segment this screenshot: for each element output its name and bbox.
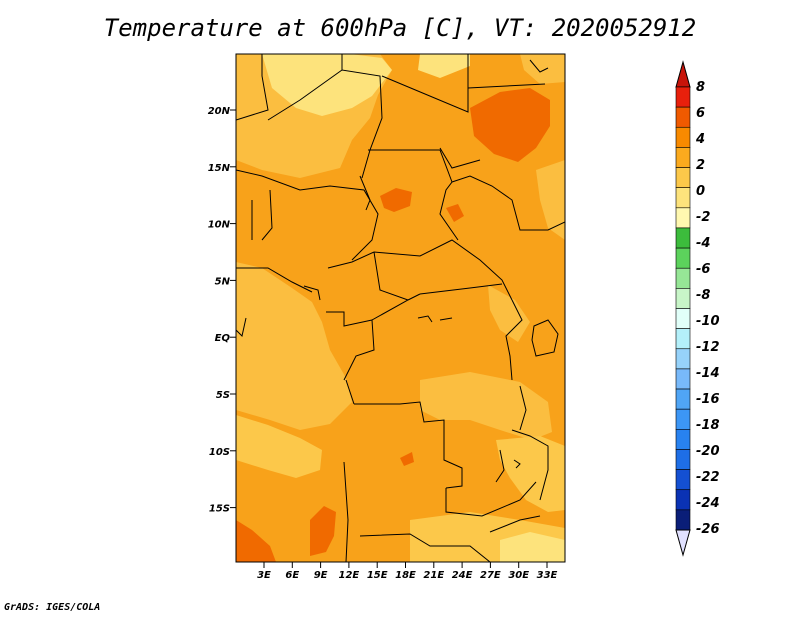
colorbar-segment [675, 227, 691, 249]
colorbar-label: -8 [696, 288, 710, 303]
lon-tick-label: 15E [367, 570, 388, 581]
colorbar-label: -16 [696, 392, 720, 407]
colorbar-label: 0 [696, 184, 705, 199]
colorbar-label: 4 [695, 132, 705, 147]
country-borders [236, 54, 565, 562]
colorbar-segment [675, 147, 691, 168]
colorbar-segment [675, 449, 691, 470]
colorbar-segment [675, 207, 691, 229]
colorbar-label: -10 [696, 314, 720, 329]
colorbar-segment [675, 187, 691, 209]
lon-tick-label: 24E [452, 570, 473, 581]
colorbar-segment [675, 429, 691, 450]
colorbar-label: -14 [696, 366, 720, 381]
colorbar-label: 2 [696, 158, 705, 173]
field-0-to-2 [488, 285, 530, 342]
colorbar-segment [675, 308, 691, 329]
field-0-to-2 [536, 160, 565, 240]
colorbar-label: -4 [696, 236, 710, 251]
field-minus2-to-0 [500, 532, 565, 562]
colorbar-segment [675, 86, 691, 108]
temperature-field [236, 54, 565, 562]
colorbar-segment [675, 126, 691, 148]
lon-tick-label: 18E [395, 570, 416, 581]
colorbar-label: 6 [696, 106, 705, 121]
colorbar-label: -18 [696, 418, 720, 433]
colorbar-label: -26 [696, 522, 720, 537]
grads-credit: GrADS: IGES/COLA [4, 602, 101, 613]
lat-tick-label: 5N [215, 276, 231, 287]
colorbar-segment [675, 348, 691, 370]
lon-tick-label: 12E [339, 570, 360, 581]
lon-tick-label: 21E [423, 570, 444, 581]
field-4-to-6 [310, 506, 336, 556]
lon-tick-label: 27E [480, 570, 501, 581]
colorbar-segment [675, 469, 691, 491]
field-4-to-6 [446, 204, 464, 222]
colorbar-bottom-arrow [675, 529, 691, 557]
colorbar-segment [675, 247, 691, 269]
colorbar-segment [675, 288, 691, 309]
field-4-to-6 [470, 88, 550, 162]
lon-tick-label: 30E [508, 570, 529, 581]
field-4-to-6 [380, 188, 412, 212]
lat-tick-label: 15S [209, 504, 230, 515]
field-minus2-to-0 [418, 54, 470, 78]
lon-tick-label: 6E [285, 570, 299, 581]
colorbar-label: -12 [696, 340, 720, 355]
field-0-to-2 [236, 262, 352, 430]
lat-tick-label: 20N [208, 106, 231, 117]
colorbar-segment [675, 368, 691, 390]
colorbar-label: -20 [696, 444, 720, 459]
lat-tick-label: 10N [208, 220, 231, 231]
colorbar-top-arrow [675, 60, 691, 88]
field-4-to-6 [236, 520, 276, 562]
lat-tick-label: EQ [215, 333, 231, 344]
colorbar-segment [675, 106, 691, 128]
lon-tick-label: 3E [257, 570, 271, 581]
colorbar-segment [675, 167, 691, 188]
lon-tick-label: 33E [537, 570, 558, 581]
colorbar-label: 8 [696, 80, 705, 95]
colorbar-label: -24 [696, 496, 720, 511]
colorbar-segment [675, 489, 691, 511]
latitude-axis: 20N 15N 10N 5N EQ 5S 10S 15S [208, 106, 236, 515]
map-frame [235, 53, 566, 563]
colorbar-label: -6 [696, 262, 710, 277]
colorbar-segment [675, 388, 691, 410]
colorbar-segment [675, 408, 691, 430]
colorbar-label: -22 [696, 470, 720, 485]
colorbar: 8 6 4 2 0 -2 -4 -6 -8 -10 -12 -14 -16 -18 -20 -22 -24 -26 [675, 60, 720, 557]
field-0-to-2 [420, 372, 552, 440]
longitude-axis: 3E 6E 9E 12E 15E 18E 21E 24E 27E 30E 33E [257, 562, 558, 581]
lat-tick-label: 15N [208, 163, 231, 174]
colorbar-label: -2 [696, 210, 710, 225]
lat-tick-label: 5S [216, 390, 230, 401]
colorbar-segment [675, 509, 691, 531]
field-4-to-6 [400, 452, 414, 466]
map-title: Temperature at 600hPa [C], VT: 202005291… [103, 14, 697, 42]
field-0-to-2 [236, 415, 322, 478]
colorbar-segment [675, 328, 691, 350]
field-minus2-to-0 [262, 54, 392, 116]
colorbar-segment [675, 267, 691, 289]
lat-tick-label: 10S [209, 447, 230, 458]
lon-tick-label: 9E [314, 570, 328, 581]
